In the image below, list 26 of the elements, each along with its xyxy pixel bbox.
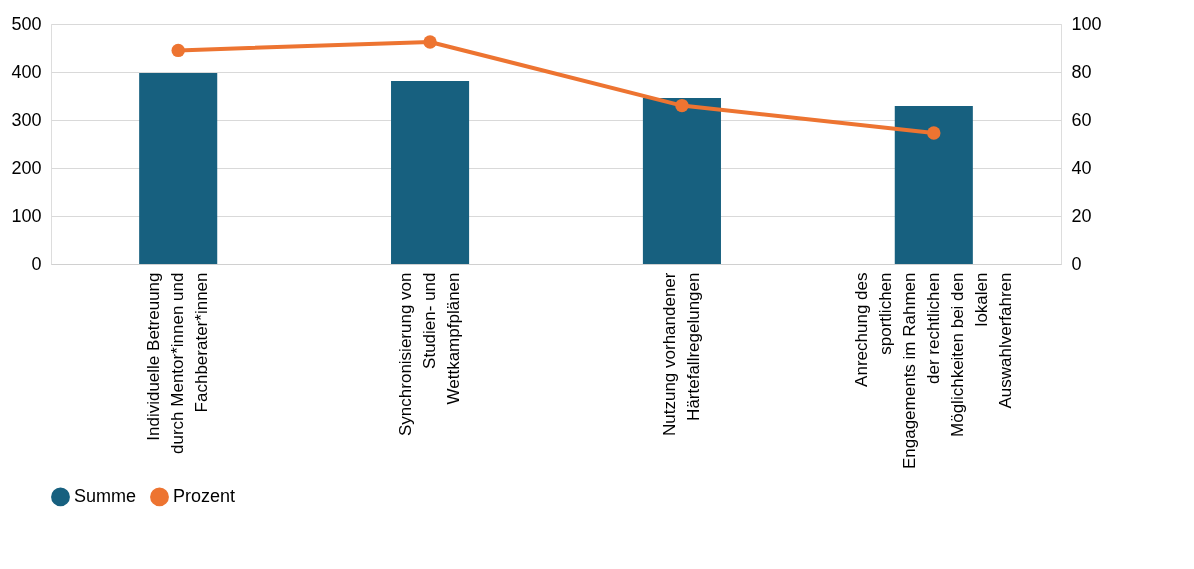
x-tick-label: Nutzung vorhandener Härtefallregelungen <box>659 272 703 437</box>
x-tick-label: Individuelle Betreuung durch Mentor*innen und Fachberater*innen <box>144 272 212 454</box>
point <box>171 43 185 58</box>
point <box>423 35 437 49</box>
y-tick-label: 500 <box>11 13 42 34</box>
y-tick-label: 400 <box>11 61 42 82</box>
x-tick-label: Anrechung des sportlichen Engagements im Rahmen der rechtlichen Möglichkeiten bei den lokalen Auswahlverfahren <box>851 272 1015 470</box>
y2-tick-label: 20 <box>1071 205 1092 226</box>
legend-label: Summe <box>74 485 137 506</box>
y2-tick-label: 80 <box>1071 61 1092 82</box>
legend-label: Prozent <box>173 485 236 506</box>
y-tick-label: 200 <box>11 157 42 178</box>
y2-tick-label: 40 <box>1071 157 1092 178</box>
y-tick-label: 0 <box>31 253 42 274</box>
x-tick-label: Synchronisierung von Studien- und Wettkampfplänen <box>396 272 464 436</box>
y2-tick-label: 60 <box>1071 109 1092 130</box>
bar <box>139 72 218 264</box>
y-tick-label: 300 <box>11 109 42 130</box>
bar <box>894 106 973 264</box>
bar <box>642 97 721 264</box>
point <box>675 98 689 113</box>
y-tick-label: 100 <box>11 205 42 226</box>
bar <box>391 81 470 264</box>
y2-tick-label: 0 <box>1071 253 1082 274</box>
point <box>927 126 941 140</box>
y2-tick-label: 100 <box>1071 13 1102 34</box>
